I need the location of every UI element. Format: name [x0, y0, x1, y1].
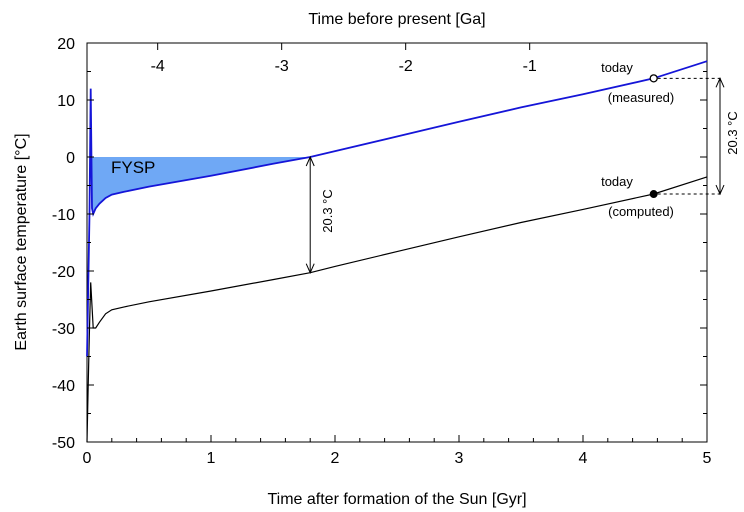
y-tick-label: -30: [52, 321, 75, 338]
today-measured-marker: [649, 74, 658, 83]
x-tick-label: 4: [579, 450, 588, 467]
today-computed-marker: [649, 190, 658, 199]
today-computed-label: today: [601, 174, 633, 189]
x-tick-label: 1: [207, 450, 216, 467]
annotation-layer: [305, 74, 725, 274]
series-line-1: [86, 60, 708, 357]
x-tick-label: 5: [703, 450, 712, 467]
fysp-area: [90, 157, 311, 214]
gap-label: 20.3 °C: [320, 189, 335, 233]
y-tick-label: -40: [52, 378, 75, 395]
series-layer: [86, 60, 708, 443]
y-tick-label: 10: [57, 93, 75, 110]
gap-arrow-head-bottom: [305, 263, 315, 274]
ticks-layer: 0 1 2 3 4 5 -50 -40 -30 -20 -10 0 10 20 -4 -3 -2 -1: [52, 36, 712, 467]
gap-arrow-head-top: [305, 155, 315, 167]
today-measured-sub: (measured): [608, 90, 674, 105]
y-tick-label: 0: [66, 150, 75, 167]
x-axis-title: Time after formation of the Sun [Gyr]: [267, 491, 526, 508]
top-tick-label: -4: [151, 58, 165, 75]
y-tick-label: 20: [57, 36, 75, 53]
fysp-label: FYSP: [111, 158, 155, 177]
today-measured-label: today: [601, 60, 633, 75]
top-tick-label: -3: [275, 58, 289, 75]
side-label: 20.3 °C: [725, 111, 740, 155]
y-axis-title: Earth surface temperature [°C]: [13, 133, 30, 350]
series-line-2: [86, 176, 708, 443]
y-tick-label: -20: [52, 264, 75, 281]
top-tick-label: -2: [399, 58, 413, 75]
x-tick-label: 0: [83, 450, 92, 467]
today-computed-sub: (computed): [608, 204, 674, 219]
y-tick-label: -10: [52, 207, 75, 224]
y-tick-label: -50: [52, 435, 75, 452]
x-tick-label: 2: [331, 450, 340, 467]
top-tick-label: -1: [523, 58, 537, 75]
x-tick-label: 3: [455, 450, 464, 467]
top-axis-title: Time before present [Ga]: [308, 11, 485, 28]
